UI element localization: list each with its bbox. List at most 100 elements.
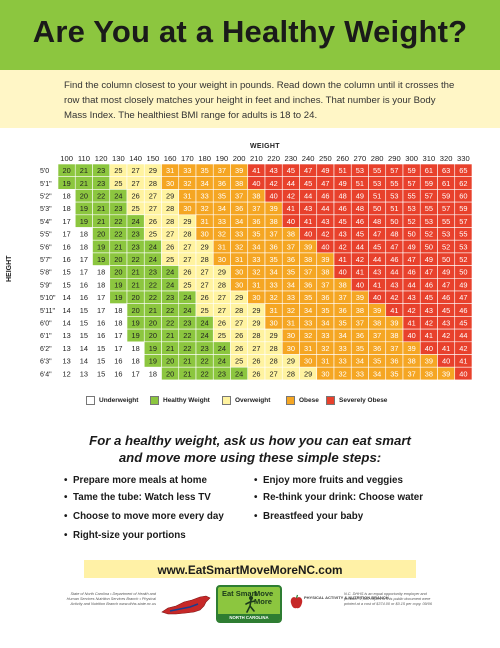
bmi-cell-value: 14	[63, 306, 71, 315]
bmi-cell-value: 44	[373, 255, 381, 264]
height-row-label: 5'0	[40, 168, 49, 175]
bmi-cell-value: 41	[252, 166, 260, 175]
bmi-cell-value: 33	[183, 166, 191, 175]
bmi-cell-value: 15	[63, 268, 71, 277]
bmi-cell-value: 12	[63, 369, 71, 378]
bmi-cell-value: 36	[304, 280, 312, 289]
bmi-cell-value: 27	[218, 293, 226, 302]
bmi-cell-value: 36	[390, 357, 398, 366]
eat-smart-move-more-logo: Eat Smart Move More NORTH CAROLINA	[216, 585, 282, 623]
bmi-cell-value: 36	[218, 179, 226, 188]
weight-tick-label: 110	[78, 154, 90, 163]
bmi-cell-value: 27	[149, 204, 157, 213]
bmi-cell-value: 46	[356, 217, 364, 226]
bmi-cell-value: 26	[183, 268, 191, 277]
height-row-label: 6'4"	[40, 371, 52, 378]
bmi-cell-value: 31	[304, 344, 312, 353]
bmi-cell-value: 34	[304, 306, 312, 315]
bmi-cell-value: 15	[97, 344, 105, 353]
bmi-cell-value: 45	[304, 179, 312, 188]
bmi-cell-value: 20	[149, 319, 157, 328]
bmi-cell-value: 37	[373, 331, 381, 340]
height-row-label: 6'0"	[40, 321, 52, 328]
bmi-cell	[454, 366, 473, 381]
bmi-cell-value: 34	[287, 280, 295, 289]
bmi-cell-value: 29	[166, 192, 174, 201]
bmi-cell-value: 37	[287, 242, 295, 251]
weight-tick-label: 300	[405, 154, 418, 163]
bmi-cell-value: 24	[114, 192, 122, 201]
bmi-cell-value: 32	[252, 268, 260, 277]
bmi-cell-value: 22	[166, 319, 174, 328]
bmi-cell-value: 35	[201, 166, 209, 175]
bmi-cell-value: 30	[201, 230, 209, 239]
legend-label-obese: Obese	[299, 397, 319, 404]
bmi-cell-value: 40	[356, 280, 364, 289]
bmi-cell-value: 35	[252, 230, 260, 239]
bmi-cell-value: 43	[390, 280, 398, 289]
bmi-cell-value: 40	[459, 369, 467, 378]
bmi-cell-value: 31	[321, 357, 329, 366]
bmi-cell-value: 42	[390, 293, 398, 302]
bmi-cell-value: 21	[80, 179, 88, 188]
call-to-action: For a healthy weight, ask us how you can…	[0, 432, 500, 466]
bmi-cell-value: 16	[63, 242, 71, 251]
bmi-cell-value: 39	[321, 255, 329, 264]
bmi-cell-value: 42	[321, 230, 329, 239]
bmi-cell-value: 18	[149, 369, 157, 378]
bmi-cell-value: 23	[218, 369, 226, 378]
bmi-cell-value: 20	[80, 192, 88, 201]
bmi-cell-value: 18	[97, 268, 105, 277]
bmi-cell-value: 32	[339, 369, 347, 378]
bmi-cell-value: 42	[459, 344, 467, 353]
bmi-cell-value: 45	[339, 217, 347, 226]
bmi-cell-value: 59	[408, 166, 416, 175]
bmi-cell-value: 15	[97, 369, 105, 378]
bmi-cell-value: 22	[201, 357, 209, 366]
bmi-cell-value: 27	[235, 319, 243, 328]
bmi-cell-value: 20	[132, 306, 140, 315]
bmi-cell-value: 33	[321, 331, 329, 340]
bmi-cell-value: 46	[425, 280, 433, 289]
bmi-cell-value: 35	[321, 306, 329, 315]
bmi-cell-value: 21	[166, 344, 174, 353]
bmi-cell-value: 22	[183, 331, 191, 340]
bmi-cell-value: 30	[252, 293, 260, 302]
bmi-cell-value: 27	[270, 369, 278, 378]
bmi-cell-value: 39	[425, 357, 433, 366]
bmi-cell-value: 50	[425, 242, 433, 251]
bmi-cell-value: 26	[218, 319, 226, 328]
height-row-label: 5'3"	[40, 206, 52, 213]
bmi-cell-value: 21	[97, 217, 105, 226]
legend-label-severely-obese: Severely Obese	[339, 397, 388, 404]
bmi-cell-value: 19	[97, 255, 105, 264]
bmi-cell-value: 22	[132, 255, 140, 264]
bmi-cell-value: 25	[166, 255, 174, 264]
bmi-cell-value: 18	[80, 242, 88, 251]
bmi-cell-value: 18	[63, 192, 71, 201]
bmi-cell-value: 43	[408, 293, 416, 302]
website-link[interactable]: www.EatSmartMoveMoreNC.com	[157, 563, 343, 577]
bmi-cell-value: 31	[201, 217, 209, 226]
bmi-cell-value: 28	[252, 331, 260, 340]
bmi-cell-value: 33	[252, 255, 260, 264]
bmi-cell-value: 18	[132, 357, 140, 366]
bmi-cell-value: 53	[408, 204, 416, 213]
bmi-cell-value: 52	[408, 217, 416, 226]
bmi-cell-value: 32	[304, 331, 312, 340]
bmi-cell-value: 36	[356, 331, 364, 340]
bmi-cell-value: 24	[149, 255, 157, 264]
bmi-cell-value: 17	[97, 293, 105, 302]
bmi-cell-value: 28	[183, 230, 191, 239]
bmi-cell-value: 14	[63, 293, 71, 302]
bmi-cell-value: 55	[408, 192, 416, 201]
bmi-cell-value: 47	[373, 230, 381, 239]
bmi-cell-value: 17	[63, 230, 71, 239]
bmi-cell-value: 25	[114, 166, 122, 175]
bmi-cell-value: 26	[201, 293, 209, 302]
bmi-cell-value: 33	[218, 217, 226, 226]
bmi-cell-value: 14	[80, 357, 88, 366]
bmi-cell-value: 29	[201, 242, 209, 251]
bmi-cell-value: 41	[425, 331, 433, 340]
cta-line-1: For a healthy weight, ask us how you can…	[89, 433, 411, 448]
